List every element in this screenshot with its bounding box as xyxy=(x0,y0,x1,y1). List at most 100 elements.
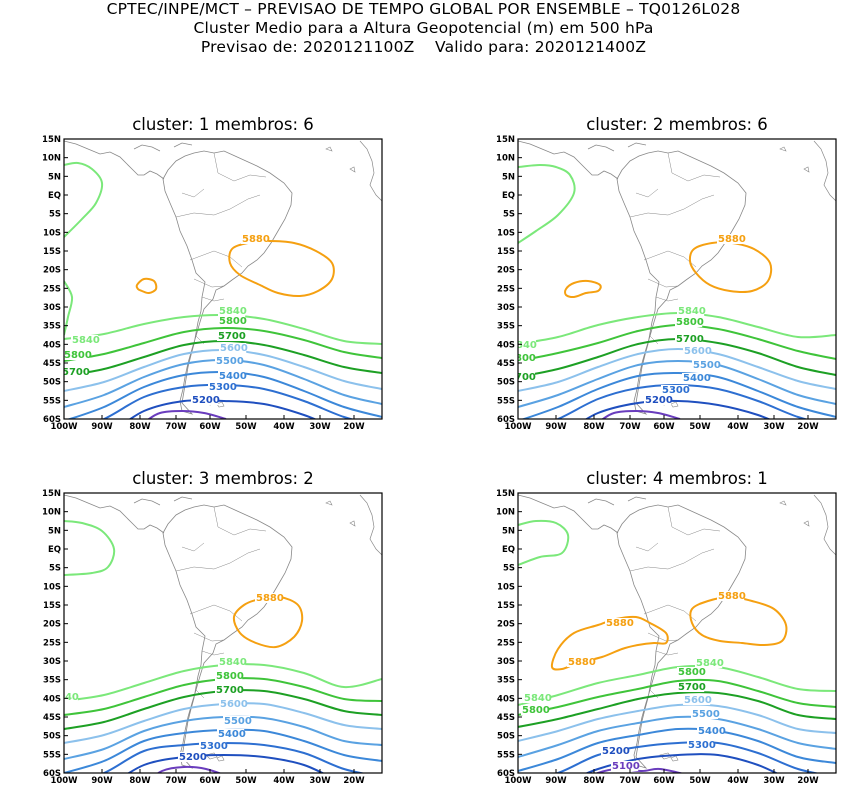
lat-tick-label: 5N xyxy=(48,526,61,536)
contour-label: 5880 xyxy=(256,593,284,604)
lon-tick-label: 30W xyxy=(763,776,785,786)
lat-tick-label: 45S xyxy=(43,359,61,369)
contour-label-bg xyxy=(215,671,243,681)
contour-label-bg xyxy=(215,685,243,695)
lon-tick-label: 100W xyxy=(50,776,78,786)
contour-label: 5700 xyxy=(676,334,704,345)
contour-line-5880 xyxy=(135,277,158,295)
contour-label-bg xyxy=(64,350,91,360)
lat-tick-label: 55S xyxy=(43,750,61,760)
lon-tick-label: 70W xyxy=(165,776,187,786)
lat-tick-label: 25S xyxy=(43,284,61,294)
contour-label-bg xyxy=(218,316,246,326)
contour-label: 5700 xyxy=(216,685,244,696)
atlantic-islands xyxy=(325,500,356,527)
lon-tick-label: 60W xyxy=(199,422,221,432)
contour-label: 5300 xyxy=(662,385,690,396)
contour-label-bg xyxy=(178,752,206,762)
contour-label-bg xyxy=(692,360,720,370)
lat-tick-label: 15S xyxy=(497,601,515,611)
contour-line-5880 xyxy=(564,279,602,299)
lon-tick-label: 70W xyxy=(165,422,187,432)
contour-label-bg xyxy=(677,667,705,677)
contour-label-bg xyxy=(611,761,639,771)
contour-label: 5840 xyxy=(696,658,724,669)
lon-tick-label: 70W xyxy=(619,776,641,786)
lon-tick-label: 20W xyxy=(343,776,365,786)
contour-label: 5880 xyxy=(242,234,270,245)
contour-label-bg xyxy=(71,335,99,345)
contour-label: 5600 xyxy=(220,699,248,710)
contour-label: 5300 xyxy=(200,741,228,752)
lat-tick-label: 45S xyxy=(497,359,515,369)
contour-label-bg xyxy=(644,395,672,405)
contour-label-bg xyxy=(218,306,246,316)
lat-tick-label: 10S xyxy=(43,228,61,238)
lat-tick-label: 55S xyxy=(497,750,515,760)
lat-tick-label: 40S xyxy=(497,340,515,350)
contour-line-low xyxy=(601,409,681,419)
lon-tick-label: 80W xyxy=(129,776,151,786)
lon-tick-label: 30W xyxy=(309,422,331,432)
lon-tick-label: 30W xyxy=(763,422,785,432)
contour-line-5800 xyxy=(64,326,382,362)
contour-line-5840 xyxy=(64,280,74,336)
lat-tick-label: 30S xyxy=(43,303,61,313)
lon-tick-label: 30W xyxy=(309,776,331,786)
contour-label: 5840 xyxy=(678,306,706,317)
country-borders xyxy=(629,506,721,699)
contour-label-bg xyxy=(64,692,78,702)
header-line-1: CPTEC/INPE/MCT – PREVISAO DE TEMPO GLOBA… xyxy=(106,0,741,18)
contour-label-bg xyxy=(677,682,705,692)
lon-tick-label: 50W xyxy=(235,776,257,786)
contour-line-5880 xyxy=(688,241,773,294)
map-frame xyxy=(63,492,383,774)
contour-label: 5600 xyxy=(684,346,712,357)
lat-tick-label: 40S xyxy=(43,340,61,350)
contour-label-bg xyxy=(208,382,236,392)
contour-label: 5200 xyxy=(602,746,630,757)
contour-label: 5300 xyxy=(688,740,716,751)
contour-label-bg xyxy=(217,331,245,341)
contour-label-bg xyxy=(218,657,246,667)
contour-label: 5500 xyxy=(693,360,721,371)
contour-label: 5840 xyxy=(524,693,552,704)
africa-coastline xyxy=(813,494,836,556)
lat-tick-label: 40S xyxy=(43,694,61,704)
contour-label-bg xyxy=(675,334,703,344)
lat-tick-label: 55S xyxy=(497,396,515,406)
lat-tick-label: 25S xyxy=(497,284,515,294)
africa-coastline xyxy=(813,140,836,202)
lon-tick-label: 90W xyxy=(545,422,567,432)
lon-tick-label: 60W xyxy=(653,422,675,432)
lat-tick-label: 5S xyxy=(503,564,515,574)
contour-label: 5200 xyxy=(179,752,207,763)
panel-title: cluster: 4 membros: 1 xyxy=(586,469,768,488)
lat-tick-label: 35S xyxy=(43,322,61,332)
lat-tick-label: 15N xyxy=(42,489,61,499)
contour-label: 5500 xyxy=(224,716,252,727)
contour-label: 5840 xyxy=(219,306,247,317)
contour-label: 5200 xyxy=(192,395,220,406)
contour-label: 700 xyxy=(515,372,536,383)
lat-tick-label: 55S xyxy=(43,396,61,406)
contour-label-bg xyxy=(605,618,633,628)
contour-line-5800 xyxy=(518,678,836,716)
contour-label-bg xyxy=(601,746,629,756)
south-america-coastline xyxy=(616,150,747,415)
contour-line-low xyxy=(595,767,685,773)
lat-tick-label: 10N xyxy=(496,154,515,164)
contour-line-5840 xyxy=(64,520,116,576)
contour-label-bg xyxy=(683,346,711,356)
contour-label: 5200 xyxy=(645,395,673,406)
lat-tick-label: 15S xyxy=(497,247,515,257)
falkland-islands xyxy=(205,752,225,762)
panel-title: cluster: 3 membros: 2 xyxy=(132,469,314,488)
contour-label-bg xyxy=(687,740,715,750)
contour-label-bg xyxy=(675,317,703,327)
contour-label: 5600 xyxy=(220,343,248,354)
contour-label: 5800 xyxy=(64,350,92,361)
contour-label: 5400 xyxy=(698,726,726,737)
